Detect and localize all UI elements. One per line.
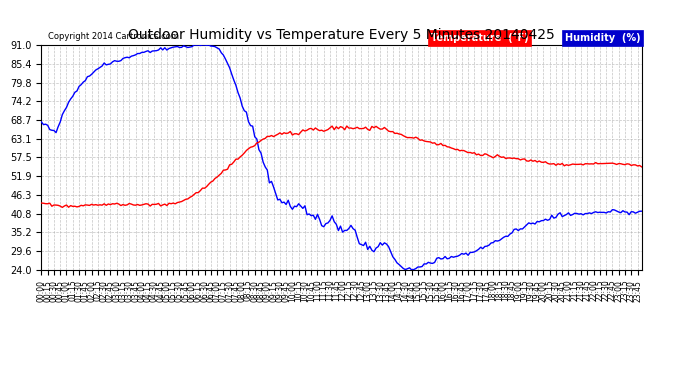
Text: Temperature  (°F): Temperature (°F) xyxy=(431,33,529,43)
Text: Copyright 2014 Cartronics.com: Copyright 2014 Cartronics.com xyxy=(48,32,179,41)
Text: Humidity  (%): Humidity (%) xyxy=(565,33,640,43)
Title: Outdoor Humidity vs Temperature Every 5 Minutes 20140425: Outdoor Humidity vs Temperature Every 5 … xyxy=(128,28,555,42)
